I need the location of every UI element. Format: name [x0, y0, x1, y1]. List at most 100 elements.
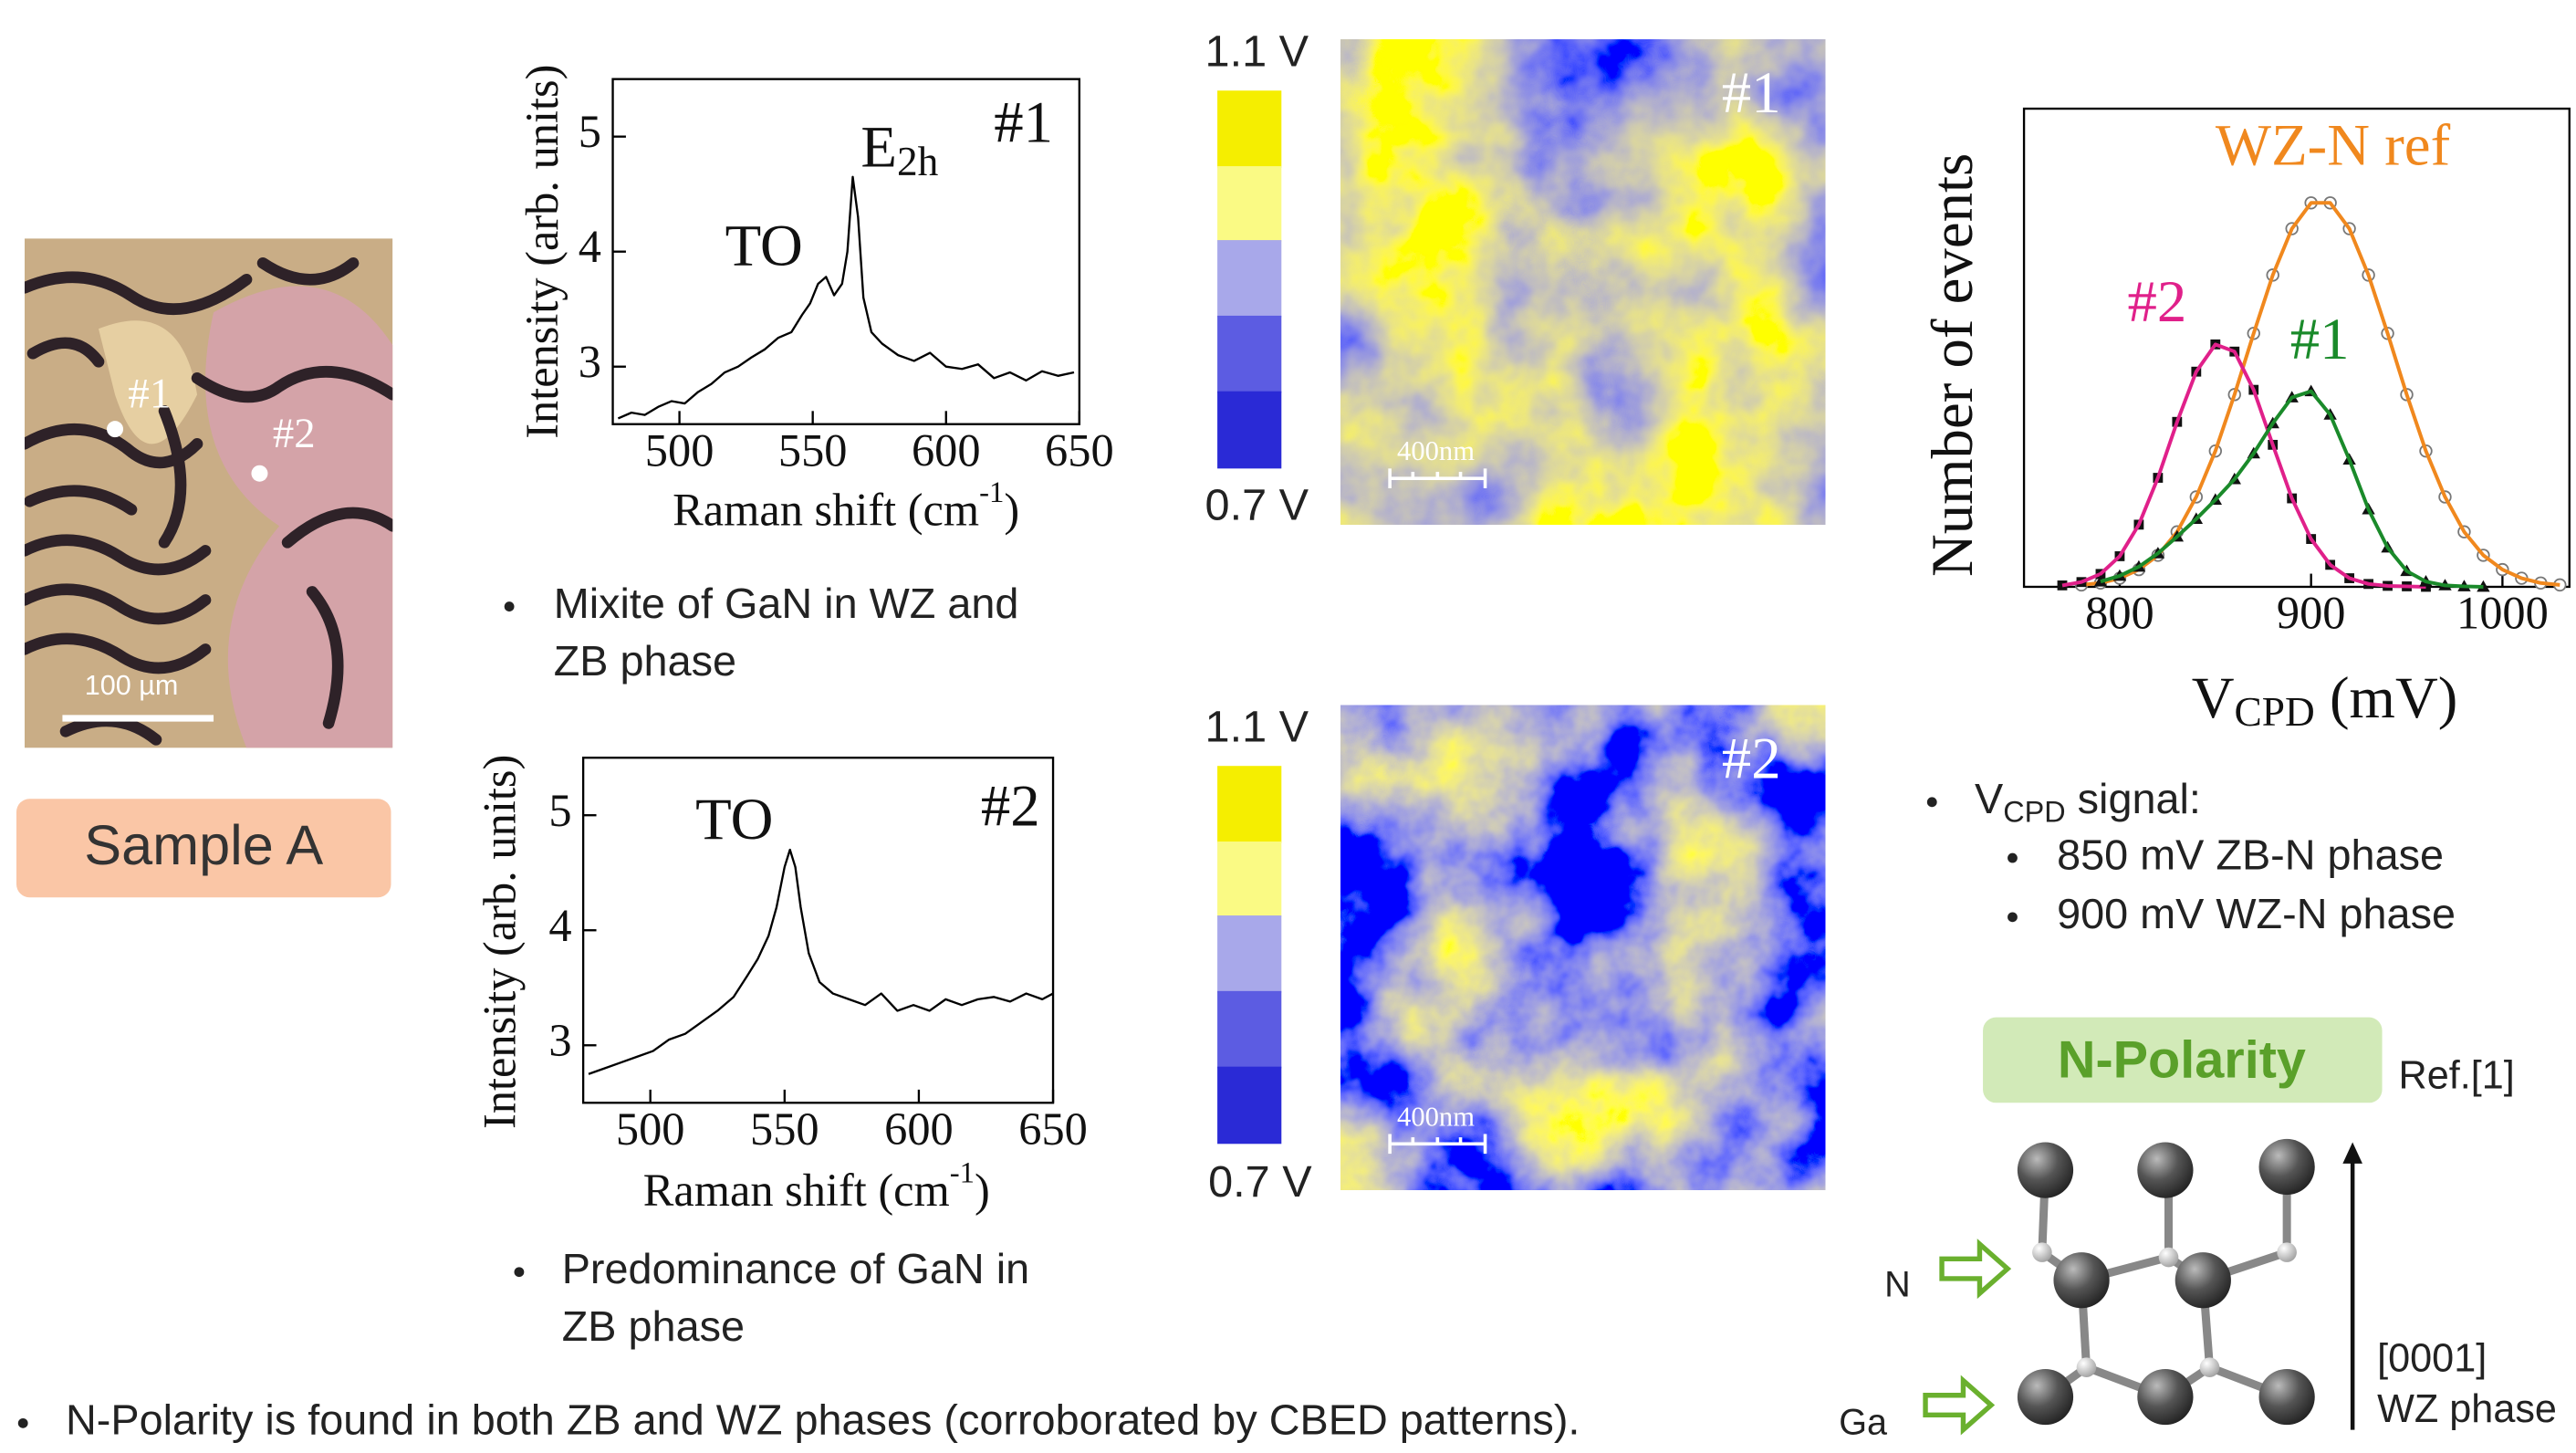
kpfm-map — [1340, 705, 1826, 1190]
phase-label: WZ phase — [2377, 1387, 2557, 1431]
sample-label: Sample A — [84, 814, 323, 876]
text-part: -1 — [979, 476, 1004, 509]
annotation: TO — [725, 214, 803, 279]
color-bar — [1217, 766, 1282, 1145]
map-label: #1 — [1722, 60, 1781, 126]
text-part: Raman shift (cm — [673, 484, 979, 535]
x-tick-label: 550 — [750, 1103, 819, 1155]
text-part: E — [860, 115, 897, 181]
crystal — [2017, 1138, 2315, 1426]
bullet-text: ZB phase — [562, 1302, 745, 1350]
data-line — [617, 175, 1075, 420]
annotation: TO — [695, 787, 773, 852]
spot-marker — [107, 421, 124, 438]
text-part: ) — [975, 1165, 990, 1216]
bullet-text: VCPD signal: — [1975, 775, 2201, 828]
bullet-text: 850 mV ZB-N phase — [2057, 831, 2444, 878]
map-label: #2 — [1722, 726, 1781, 791]
color-bar-max: 1.1 V — [1205, 702, 1309, 751]
data-line — [2081, 201, 2560, 587]
y-axis-label: Number of events — [1920, 153, 1986, 577]
bullet — [2008, 852, 2018, 863]
y-tick-label: 3 — [579, 336, 601, 387]
text-part: CPD — [2235, 690, 2315, 736]
color-bar — [1217, 90, 1282, 469]
x-tick-label: 550 — [778, 424, 848, 476]
x-axis-label: VCPD (mV) — [2192, 665, 2458, 736]
x-tick-label: 800 — [2085, 588, 2154, 639]
marker — [2057, 580, 2068, 591]
arrow-head — [2342, 1142, 2362, 1164]
chart-title: #1 — [994, 90, 1053, 156]
arrow — [1923, 1375, 1996, 1436]
color-bar-min: 0.7 V — [1208, 1157, 1312, 1207]
chart-title: #2 — [981, 773, 1040, 839]
x-tick-label: 900 — [2277, 588, 2346, 639]
reference: Ref.[1] — [2399, 1054, 2515, 1098]
text-part: ) — [1004, 484, 1019, 535]
direction-label: [0001] — [2377, 1336, 2487, 1380]
text-part: -1 — [950, 1156, 975, 1189]
marker — [2421, 581, 2431, 592]
color-bar-max: 1.1 V — [1205, 26, 1309, 76]
y-tick-label: 4 — [548, 900, 571, 951]
data-line — [588, 848, 1054, 1075]
bullet — [1926, 797, 1937, 808]
bullet-text: 900 mV WZ-N phase — [2057, 890, 2456, 937]
map-scale-bar — [1388, 468, 1487, 1155]
y-tick-label: 5 — [548, 785, 571, 836]
y-tick-label: 4 — [579, 221, 601, 272]
text-part: 2h — [897, 139, 939, 184]
polarity-box — [1983, 1017, 2383, 1103]
micrograph — [25, 238, 393, 748]
bullet-text: Predominance of GaN in — [562, 1245, 1029, 1292]
spot-marker — [251, 465, 268, 482]
x-tick-label: 500 — [616, 1103, 685, 1155]
bullet — [17, 1417, 28, 1428]
chart: 500 550 600 650 3 4 5 Raman shift (cm-1) Intensi… — [516, 65, 1114, 536]
arrow — [1939, 1239, 2012, 1300]
x-tick-label: 650 — [1045, 424, 1114, 476]
annotation: E2h — [860, 115, 938, 185]
text-part: (mV) — [2315, 665, 2458, 731]
conclusion: N-Polarity is found in both ZB and WZ ph… — [66, 1396, 1580, 1444]
y-tick-label: 3 — [548, 1015, 571, 1066]
sample-box — [16, 799, 391, 898]
x-axis-label: Raman shift (cm-1) — [643, 1156, 990, 1216]
series-label: #2 — [2128, 269, 2187, 335]
map-scale-label: 400nm — [1397, 1101, 1475, 1132]
x-tick-label: 500 — [645, 424, 714, 476]
x-tick-label: 600 — [884, 1103, 954, 1155]
plot-frame — [2022, 107, 2571, 589]
bullet — [504, 601, 515, 612]
atom-label: Ga — [1839, 1403, 1888, 1443]
polarity-title: N-Polarity — [2058, 1030, 2306, 1089]
chart: 800 900 1000 VCPD (mV) Number of events WZ-N … — [1920, 107, 2571, 736]
x-tick-label: 1000 — [2456, 588, 2549, 639]
chart: 500 550 600 650 3 4 5 Raman shift (cm-1) Intensi… — [474, 755, 1088, 1216]
y-tick-label: 5 — [579, 106, 601, 157]
bullet — [514, 1267, 525, 1278]
x-tick-label: 650 — [1018, 1103, 1088, 1155]
series-label: WZ-N ref — [2216, 113, 2451, 179]
x-tick-label: 600 — [912, 424, 981, 476]
y-axis-label: Intensity (arb. units) — [516, 65, 568, 439]
text-part: signal: — [2066, 775, 2201, 822]
color-bar-min: 0.7 V — [1205, 480, 1309, 529]
kpfm-map — [1340, 39, 1826, 525]
spot-label: #1 — [128, 371, 171, 418]
y-axis-label: Intensity (arb. units) — [474, 755, 525, 1129]
text-part: V — [1975, 775, 2003, 822]
x-axis-label: Raman shift (cm-1) — [673, 476, 1019, 536]
data-line — [2100, 389, 2484, 589]
bullet — [2008, 912, 2018, 923]
spot-label: #2 — [273, 410, 316, 457]
text-part: V — [2192, 665, 2235, 731]
bullet-text: ZB phase — [554, 637, 736, 685]
map-scale-label: 400nm — [1397, 435, 1475, 466]
text-sub: CPD — [2003, 795, 2065, 828]
bullet-text: Mixite of GaN in WZ and — [554, 580, 1019, 627]
